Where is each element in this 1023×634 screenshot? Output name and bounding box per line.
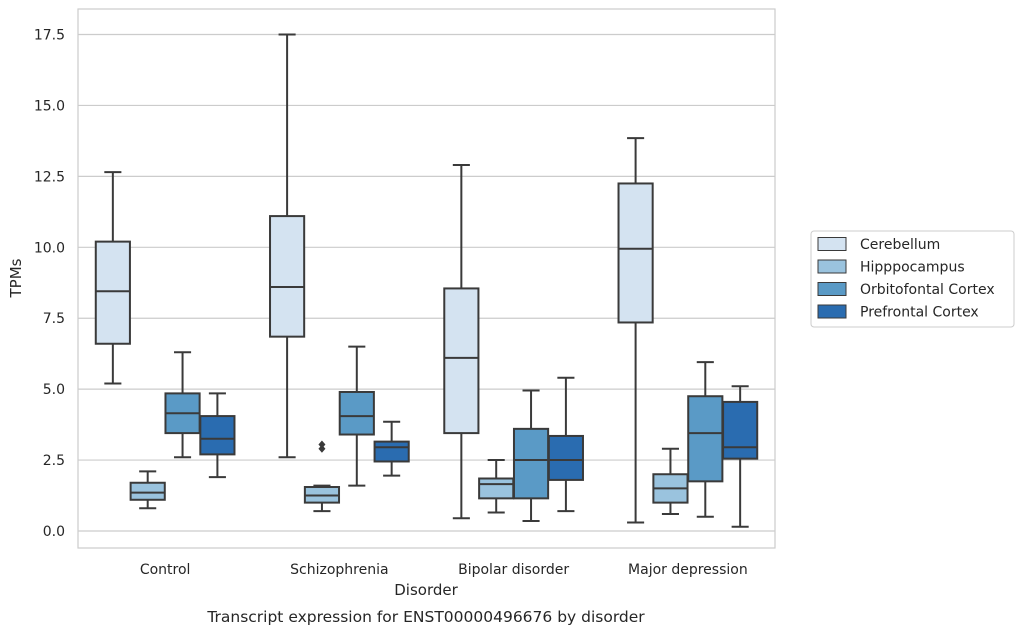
box-body: [687, 395, 724, 483]
legend-frame: [810, 230, 1015, 328]
x-tick-labels: Control Schizophrenia Bipolar disorder Majo…: [140, 562, 748, 578]
box-body: [129, 481, 166, 501]
box-0-0: [94, 171, 131, 385]
y-tick-label: 12.5: [34, 169, 65, 185]
box-3-0: [617, 137, 654, 524]
legend-swatch: [817, 259, 847, 274]
x-tick-label: Bipolar disorder: [458, 562, 569, 578]
outlier-point: [318, 444, 326, 453]
y-tick-labels: 0.0 2.5 5.0 7.5 10.0 12.5 15.0 17.5: [34, 28, 65, 540]
box-3-3: [722, 385, 759, 528]
box-body: [478, 477, 515, 500]
box-0-3: [199, 392, 236, 479]
y-axis-label: TPMs: [7, 258, 25, 298]
box-0-2: [164, 351, 201, 459]
x-tick-label: Schizophrenia: [290, 562, 388, 578]
box-3-2: [687, 361, 724, 518]
y-tick-label: 10.0: [34, 240, 65, 256]
x-tick-label: Major depression: [628, 562, 748, 578]
plot-area-frame: [77, 8, 776, 549]
x-axis-label: Disorder: [394, 581, 458, 599]
box-1-0: [269, 33, 306, 459]
box-3-1: [652, 447, 689, 515]
y-tick-label: 7.5: [43, 311, 65, 327]
y-tick-label: 15.0: [34, 98, 65, 114]
legend: Cerebellum Hipppocampus Orbitofontal Corte…: [810, 230, 1015, 328]
box-body: [94, 240, 131, 345]
legend-label: Cerebellum: [860, 237, 940, 253]
x-tick-label: Control: [140, 562, 191, 578]
outlier-point: [318, 440, 326, 449]
y-tick-label: 17.5: [34, 28, 65, 44]
box-body: [373, 440, 410, 463]
y-tick-label: 5.0: [43, 382, 65, 398]
grid-lines: [78, 33, 775, 532]
chart-title: Transcript expression for ENST0000049667…: [206, 608, 645, 626]
box-2-0: [443, 164, 480, 520]
legend-label: Prefrontal Cortex: [860, 305, 979, 321]
box-body: [269, 215, 306, 338]
box-body: [443, 287, 480, 435]
box-body: [199, 415, 236, 456]
box-1-3: [373, 420, 410, 477]
box-1-1: [303, 440, 341, 513]
box-2-1: [478, 459, 515, 514]
legend-label: Orbitofontal Cortex: [860, 282, 995, 298]
y-tick-label: 2.5: [43, 453, 65, 469]
legend-swatch: [817, 237, 847, 251]
box-body: [722, 400, 759, 460]
box-body: [617, 182, 654, 324]
box-1-2: [338, 345, 375, 487]
y-tick-label: 0.0: [43, 524, 65, 540]
box-body: [512, 427, 550, 500]
box-0-1: [129, 470, 166, 510]
legend-swatch: [817, 282, 847, 296]
box-2-3: [547, 376, 584, 513]
legend-swatch: [817, 304, 847, 319]
box-body: [547, 434, 584, 481]
box-body: [338, 390, 375, 436]
legend-label: Hipppocampus: [860, 260, 965, 276]
box-2-2: [512, 389, 550, 523]
boxes: [94, 33, 759, 528]
